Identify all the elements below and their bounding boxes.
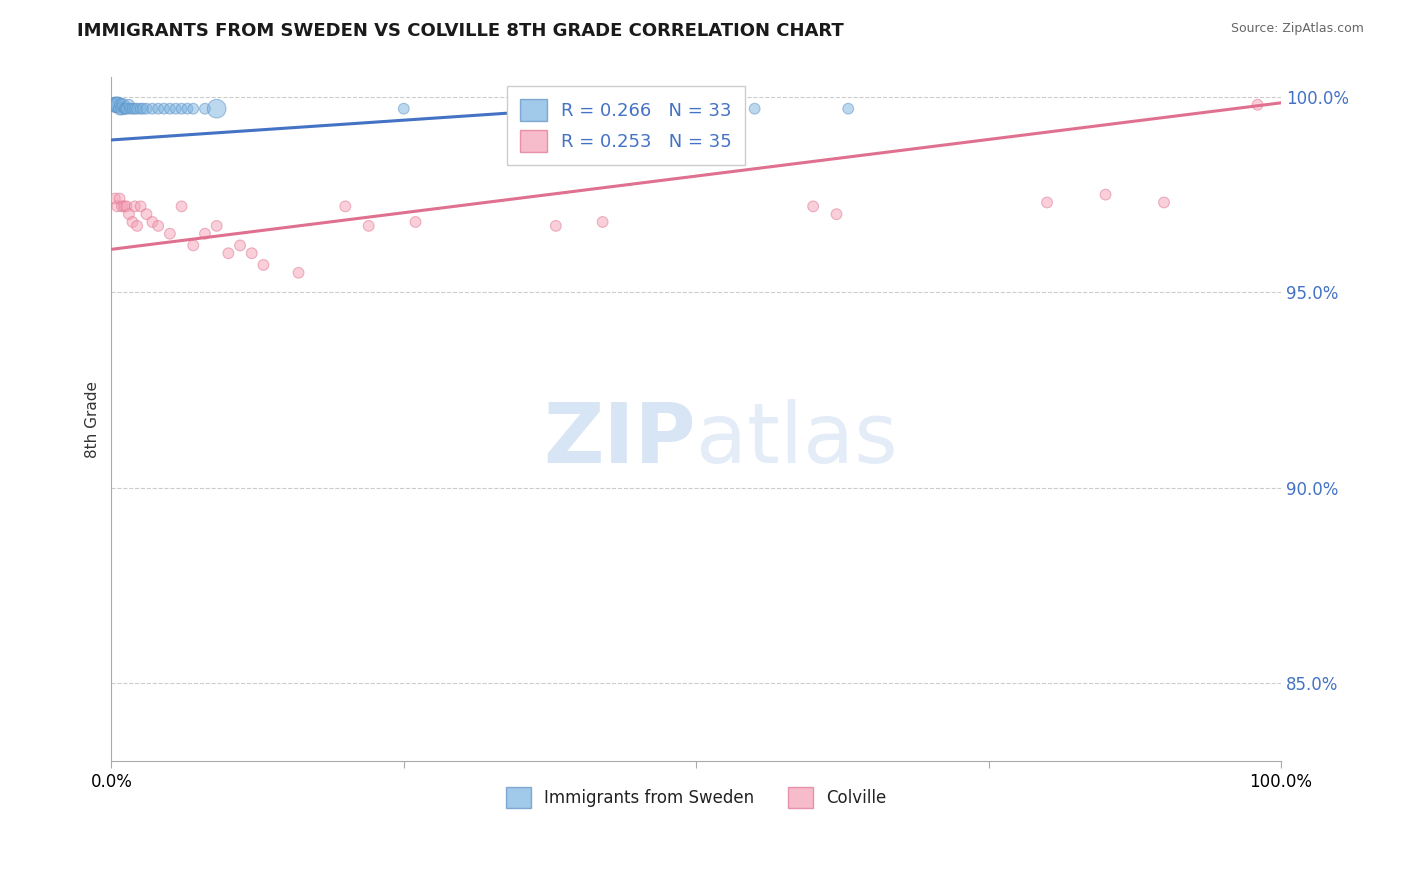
Point <box>153 102 176 116</box>
Point <box>105 97 128 112</box>
Point <box>176 102 198 116</box>
Point <box>104 97 127 112</box>
Point <box>132 102 155 116</box>
Point <box>170 102 193 116</box>
Text: Source: ZipAtlas.com: Source: ZipAtlas.com <box>1230 22 1364 36</box>
Point <box>1036 195 1059 210</box>
Point <box>124 199 146 213</box>
Point <box>129 102 152 116</box>
Point <box>1153 195 1175 210</box>
Point <box>111 199 134 213</box>
Point <box>544 219 567 233</box>
Point <box>121 102 143 116</box>
Point <box>112 199 135 213</box>
Point <box>141 102 163 116</box>
Point <box>405 215 427 229</box>
Point <box>392 102 415 116</box>
Text: atlas: atlas <box>696 400 898 480</box>
Point <box>205 219 228 233</box>
Point <box>240 246 263 260</box>
Point <box>194 227 217 241</box>
Point <box>135 207 157 221</box>
Y-axis label: 8th Grade: 8th Grade <box>86 381 100 458</box>
Point <box>181 238 204 252</box>
Point <box>118 207 141 221</box>
Point <box>744 102 766 116</box>
Point <box>107 97 129 112</box>
Point <box>217 246 239 260</box>
Point <box>181 102 204 116</box>
Point <box>229 238 252 252</box>
Point <box>105 97 128 112</box>
Point <box>111 102 134 116</box>
Point <box>112 97 135 112</box>
Point <box>1094 187 1116 202</box>
Text: IMMIGRANTS FROM SWEDEN VS COLVILLE 8TH GRADE CORRELATION CHART: IMMIGRANTS FROM SWEDEN VS COLVILLE 8TH G… <box>77 22 844 40</box>
Point <box>105 199 128 213</box>
Legend: Immigrants from Sweden, Colville: Immigrants from Sweden, Colville <box>499 780 893 814</box>
Point <box>159 227 181 241</box>
Point <box>120 102 142 116</box>
Point <box>287 266 309 280</box>
Point <box>170 199 193 213</box>
Point <box>335 199 357 213</box>
Point <box>194 102 217 116</box>
Point <box>110 97 132 112</box>
Point <box>1246 97 1268 112</box>
Point <box>127 219 149 233</box>
Point <box>252 258 274 272</box>
Point <box>135 102 157 116</box>
Point <box>104 192 127 206</box>
Point <box>592 102 614 116</box>
Point <box>115 199 138 213</box>
Point <box>118 97 141 112</box>
Point <box>801 199 824 213</box>
Point <box>159 102 181 116</box>
Point <box>108 102 131 116</box>
Point <box>108 192 131 206</box>
Point <box>825 207 848 221</box>
Point <box>115 102 138 116</box>
Point <box>837 102 859 116</box>
Point <box>112 102 135 116</box>
Text: ZIP: ZIP <box>544 400 696 480</box>
Point <box>127 102 149 116</box>
Point <box>205 102 228 116</box>
Point <box>129 199 152 213</box>
Point <box>165 102 187 116</box>
Point <box>124 102 146 116</box>
Point <box>141 215 163 229</box>
Point <box>357 219 380 233</box>
Point <box>114 102 136 116</box>
Point <box>148 219 170 233</box>
Point <box>592 215 614 229</box>
Point <box>148 102 170 116</box>
Point <box>121 215 143 229</box>
